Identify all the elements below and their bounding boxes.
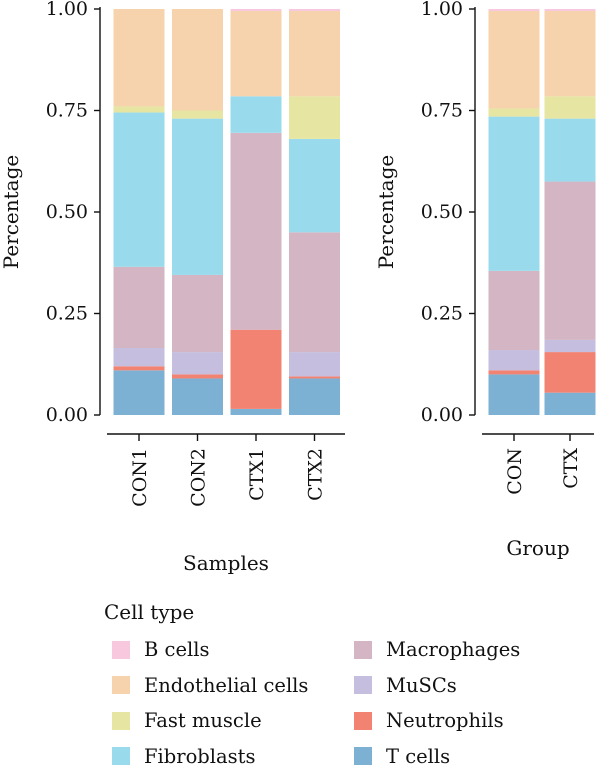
bar-segment-neutrophils xyxy=(231,330,282,409)
bar-segment-endothelial-cells xyxy=(231,11,282,96)
bar-segment-fast-muscle xyxy=(545,96,596,118)
bar-segment-endothelial-cells xyxy=(289,11,340,96)
bar-segment-macrophages xyxy=(114,267,165,348)
bar-segment-b-cells xyxy=(289,9,340,11)
bar-segment-t-cells xyxy=(545,393,596,415)
bar-segment-macrophages xyxy=(489,271,540,350)
legend-item-neutrophils: Neutrophils xyxy=(346,703,586,739)
x-tick-label: CTX1 xyxy=(246,448,268,501)
legend-label: T cells xyxy=(386,745,450,768)
legend-item-t-cells: T cells xyxy=(346,739,586,774)
bar-segment-neutrophils xyxy=(289,376,340,378)
x-tick-label: CON2 xyxy=(188,448,210,507)
x-axis-title: Group xyxy=(506,536,569,560)
bar-segment-neutrophils xyxy=(489,370,540,374)
legend-label: Neutrophils xyxy=(386,709,504,732)
bar-segment-t-cells xyxy=(289,378,340,415)
bar-segment-b-cells xyxy=(545,9,596,11)
legend-item-b-cells: B cells xyxy=(104,632,346,668)
y-axis-title: Percentage xyxy=(0,155,23,269)
y-tick-label: 0.50 xyxy=(421,201,463,223)
bar-segment-fast-muscle xyxy=(289,96,340,139)
bar-segment-neutrophils xyxy=(545,352,596,393)
legend-label: MuSCs xyxy=(386,674,457,697)
legend-swatch xyxy=(112,747,130,765)
y-tick-label: 0.75 xyxy=(46,100,88,122)
bar-segment-fast-muscle xyxy=(114,106,165,112)
bar-segment-macrophages xyxy=(289,232,340,352)
bar-segment-neutrophils xyxy=(114,366,165,370)
y-tick-label: 0.25 xyxy=(46,303,88,325)
bar-segment-b-cells xyxy=(231,9,282,11)
legend: Cell type B cells Endothelial cells Fast… xyxy=(104,600,594,774)
y-tick-label: 0.75 xyxy=(421,100,463,122)
legend-title: Cell type xyxy=(104,600,594,624)
bar-segment-muscs xyxy=(172,352,223,374)
x-axis-title: Samples xyxy=(183,551,269,575)
legend-item-macrophages: Macrophages xyxy=(346,632,586,668)
y-tick-label: 0.00 xyxy=(421,404,463,426)
y-tick-label: 0.50 xyxy=(46,201,88,223)
bar-segment-fibroblasts xyxy=(489,117,540,271)
legend-swatch xyxy=(112,641,130,659)
bar-segment-macrophages xyxy=(172,275,223,352)
bar-segment-muscs xyxy=(289,352,340,376)
legend-label: Fast muscle xyxy=(144,709,262,732)
bar-segment-muscs xyxy=(114,348,165,366)
legend-label: Fibroblasts xyxy=(144,745,256,768)
bar-segment-macrophages xyxy=(231,133,282,330)
bar-segment-fibroblasts xyxy=(545,119,596,182)
bar-segment-b-cells xyxy=(489,9,540,11)
y-tick-label: 1.00 xyxy=(421,0,463,20)
bar-segment-endothelial-cells xyxy=(545,11,596,96)
legend-label: Endothelial cells xyxy=(144,674,308,697)
legend-item-fast-muscle: Fast muscle xyxy=(104,703,346,739)
bar-segment-t-cells xyxy=(114,370,165,415)
x-tick-label: CTX2 xyxy=(305,448,327,501)
bar-segment-macrophages xyxy=(545,182,596,340)
legend-grid: B cells Endothelial cells Fast muscle Fi… xyxy=(104,632,594,774)
bar-segment-fast-muscle xyxy=(489,108,540,116)
legend-item-fibroblasts: Fibroblasts xyxy=(104,739,346,774)
bar-segment-t-cells xyxy=(489,374,540,415)
chart-area: 0.00 0.25 0.50 0.75 1.00 CON1 CON2 CTX1 CTX2 Samp… xyxy=(0,0,600,600)
legend-item-endothelial-cells: Endothelial cells xyxy=(104,668,346,704)
legend-swatch xyxy=(354,712,372,730)
bar-segment-t-cells xyxy=(231,409,282,415)
legend-swatch xyxy=(112,676,130,694)
bar-segment-endothelial-cells xyxy=(172,9,223,111)
bar-segment-muscs xyxy=(489,350,540,370)
y-tick-label: 0.00 xyxy=(46,404,88,426)
y-axis-title: Percentage xyxy=(374,155,398,269)
bar-segment-muscs xyxy=(545,340,596,352)
y-tick-label: 0.25 xyxy=(421,303,463,325)
legend-label: B cells xyxy=(144,638,209,661)
bar-segment-fast-muscle xyxy=(172,111,223,119)
x-tick-label: CTX xyxy=(560,448,582,489)
legend-label: Macrophages xyxy=(386,638,520,661)
x-tick-label: CON xyxy=(504,448,526,495)
bar-segment-t-cells xyxy=(172,378,223,415)
legend-swatch xyxy=(354,641,372,659)
legend-item-muscs: MuSCs xyxy=(346,668,586,704)
bar-segment-neutrophils xyxy=(172,374,223,378)
bar-segment-endothelial-cells xyxy=(114,9,165,106)
bar-segment-endothelial-cells xyxy=(489,11,540,108)
bar-segment-fibroblasts xyxy=(114,113,165,267)
bar-segment-fibroblasts xyxy=(289,139,340,232)
bar-segment-fibroblasts xyxy=(231,96,282,133)
x-tick-label: CON1 xyxy=(129,448,151,507)
bar-segment-fibroblasts xyxy=(172,119,223,275)
legend-swatch xyxy=(354,676,372,694)
y-tick-label: 1.00 xyxy=(46,0,88,20)
legend-swatch xyxy=(354,747,372,765)
legend-swatch xyxy=(112,712,130,730)
